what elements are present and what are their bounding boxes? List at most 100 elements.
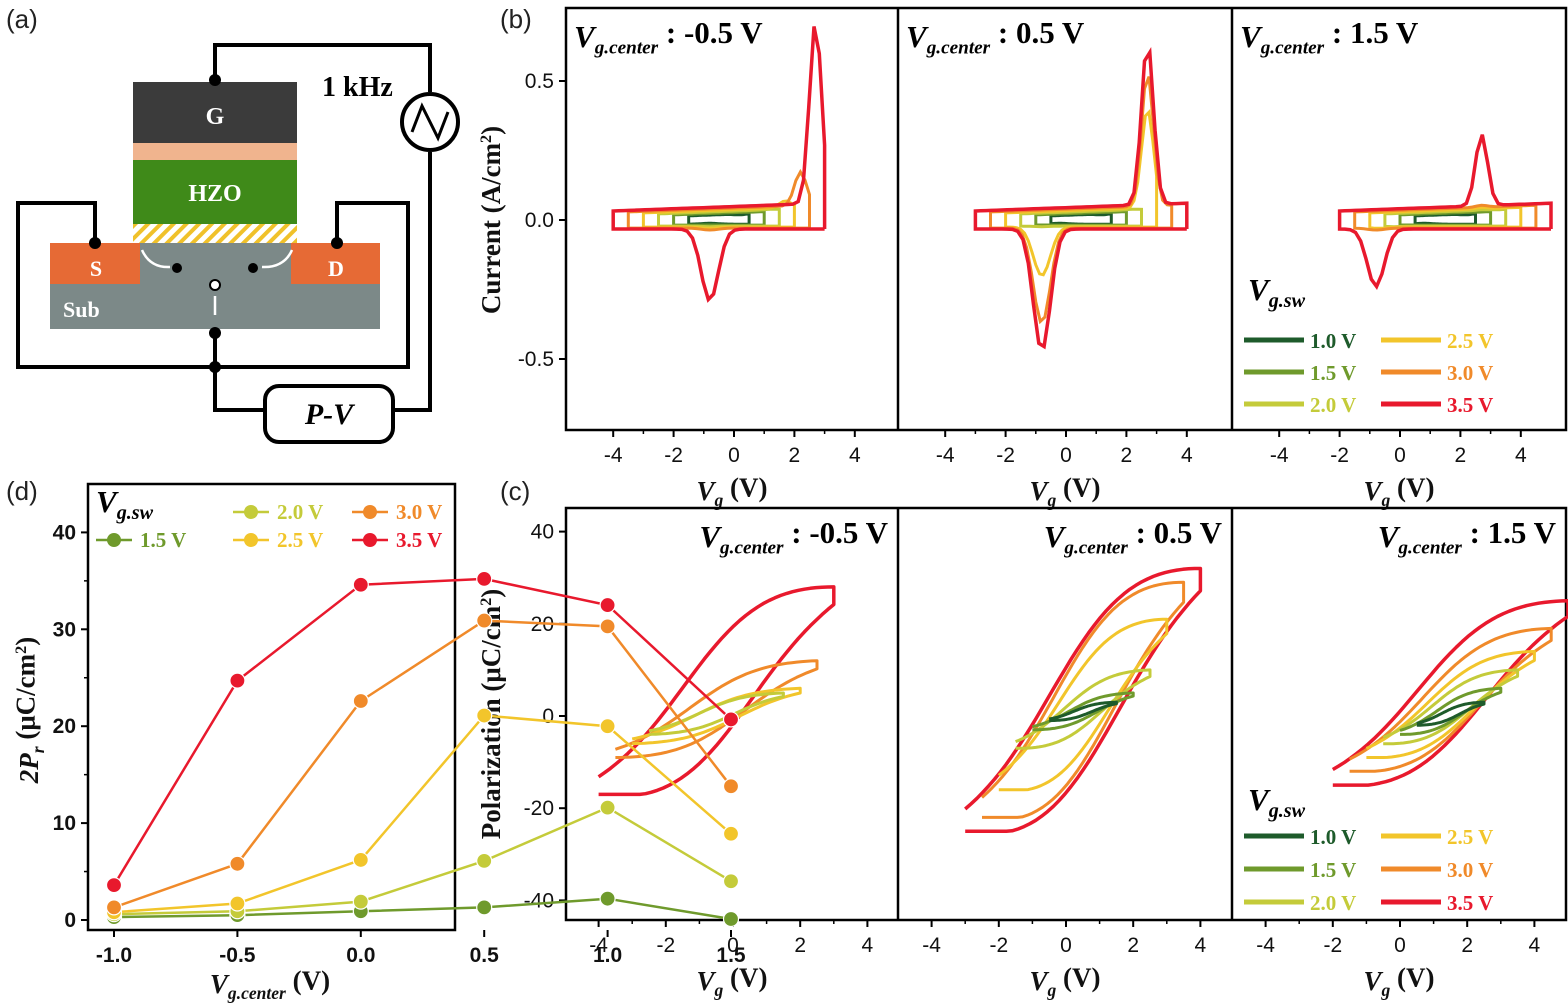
chart-c-x-axis-label: Vg (V): [1363, 963, 1434, 1000]
chart-d-x-tick-label: 0.5: [470, 944, 500, 967]
chart-b-current: -4 -2 0 2 4 Vg (V) -4 -2 0 2 4 Vg (V) -4 -2 0 2 4 Vg (V) 0…: [476, 6, 1568, 510]
chart-b-panel-title: Vg.center : -0.5 V: [574, 15, 763, 59]
chart-d-line-3-0: [113, 619, 732, 909]
chart-b-x-tick-label: 4: [1515, 444, 1527, 467]
chart-b-loop-1-0: [687, 212, 751, 226]
chart-b-y-axis-label: Current (A/cm2): [476, 126, 506, 314]
chart-d-y-tick-label: 20: [53, 715, 76, 738]
wire-gate: [213, 43, 432, 92]
chart-c-x-tick-label: -2: [1323, 934, 1342, 957]
chart-b-x-tick-label: -4: [604, 444, 623, 467]
chart-b-panel-title: Vg.center : 0.5 V: [906, 15, 1085, 59]
source-region: [50, 243, 140, 284]
chart-b-x-axis-label: Vg (V): [1029, 473, 1100, 510]
chart-d-y-tick-label: 40: [53, 521, 76, 544]
chart-d-point-3-0: [722, 778, 740, 795]
chart-b-loop-3-5: [611, 26, 827, 303]
chart-d-x-tick-label: 1.5: [716, 944, 746, 967]
gate-electrode: [133, 82, 297, 143]
chart-c-x-tick-label: 0: [1060, 934, 1072, 957]
chart-d-point-2-5: [476, 707, 493, 724]
chart-d-point-1-5: [476, 899, 493, 916]
chart-c-panel-title: Vg.center : 1.5 V: [1378, 515, 1557, 559]
chart-b-y-tick-label: 0.5: [525, 70, 554, 93]
chart-b-y-tick-label: 0.0: [525, 209, 554, 232]
substrate-node: [209, 327, 221, 339]
chart-c-loop-3-0: [980, 580, 1186, 819]
chart-c-x-tick-label: 0: [727, 934, 739, 957]
interlayer: [133, 143, 297, 160]
chart-c-panel-title: Vg.center : -0.5 V: [699, 515, 888, 559]
chart-d-frame: [86, 482, 457, 932]
chart-d-legend-marker: [244, 505, 258, 519]
chart-c-legend-title: Vg.sw: [1248, 782, 1306, 822]
pv-meter: [263, 384, 395, 444]
chart-b-legend-label: 1.0 V: [1310, 329, 1356, 353]
chart-b-legend-label: 2.0 V: [1310, 393, 1356, 417]
chart-c-loop-2-0: [1015, 668, 1152, 750]
chart-b-x-tick-label: 0: [1060, 444, 1072, 467]
chart-b-legend-label: 2.5 V: [1447, 329, 1493, 353]
gate-node: [209, 74, 221, 86]
electron-arrow: [140, 249, 171, 269]
drain-label: D: [328, 256, 344, 281]
hzo-label: HZO: [188, 181, 241, 207]
electron-dot: [248, 263, 258, 273]
chart-d-legend-label: 2.5 V: [277, 528, 323, 552]
wire-source-meter: [393, 152, 432, 412]
chart-d-y-tick-label: 30: [53, 618, 76, 641]
chart-c-loop-3-5: [597, 585, 836, 797]
chart-b-x-tick-label: -2: [996, 444, 1015, 467]
drain-node: [331, 237, 343, 249]
chart-c-legend-label: 3.0 V: [1447, 858, 1493, 882]
pv-meter-label: P-V: [304, 398, 356, 431]
chart-b-x-tick-label: -4: [936, 444, 955, 467]
chart-d-legend-label: 3.5 V: [396, 528, 442, 552]
chart-d-legend-title: Vg.sw: [96, 484, 154, 524]
chart-c-x-tick-label: 4: [862, 934, 874, 957]
chart-d-point-2-0: [722, 873, 740, 890]
chart-c-loop-1-0: [1416, 700, 1486, 727]
chart-d-point-2-5: [352, 851, 369, 869]
chart-d-point-3-0: [476, 612, 493, 629]
chart-c-x-tick-label: 0: [1394, 934, 1406, 957]
chart-b-loop-3-5: [1337, 134, 1553, 291]
chart-d-legend-marker: [363, 505, 377, 519]
chart-d-x-tick-label: -0.5: [219, 944, 256, 967]
chart-b-x-tick-label: 4: [1181, 444, 1193, 467]
chart-c-legend-label: 1.0 V: [1310, 825, 1356, 849]
chart-c-x-tick-label: -4: [589, 934, 608, 957]
chart-c-loop-2-5: [1365, 650, 1536, 759]
chart-c-y-tick-label: -20: [524, 797, 554, 820]
chart-c-x-tick-label: 4: [1529, 934, 1541, 957]
chart-d-x-axis-label: Vg.center (V): [210, 966, 330, 1003]
chart-c-x-tick-label: 2: [1127, 934, 1139, 957]
hole-dot: [209, 279, 221, 291]
chart-d-line-2-5: [113, 714, 732, 914]
chart-d-point-3-5: [599, 596, 616, 614]
chart-d-point-3-5: [476, 570, 493, 588]
chart-d-point-1-5: [722, 910, 740, 928]
chart-c-y-tick-label: -40: [524, 889, 554, 912]
chart-d-legend-marker: [363, 533, 377, 547]
gate-label: G: [206, 104, 225, 130]
chart-c-y-tick-label: 40: [531, 521, 554, 544]
electron-arrow: [261, 249, 294, 269]
chart-d-legend-marker: [244, 533, 258, 547]
chart-b-legend-label: 1.5 V: [1310, 361, 1356, 385]
chart-c-loop-2-0: [1382, 668, 1520, 746]
chart-b-y-tick-label: -0.5: [518, 348, 554, 371]
chart-d-legend-marker: [107, 533, 121, 547]
common-node: [209, 361, 221, 373]
wire-substrate: [213, 330, 265, 412]
panel-label-b: (b): [500, 4, 532, 34]
chart-c-legend-label: 1.5 V: [1310, 858, 1356, 882]
chart-d-point-3-0: [105, 899, 123, 916]
chart-c-x-tick-label: 4: [1195, 934, 1207, 957]
chart-c-x-tick-label: -2: [989, 934, 1008, 957]
chart-c-x-axis-label: Vg (V): [1029, 963, 1100, 1000]
chart-d-point-2-0: [476, 852, 493, 869]
chart-b-panel-title: Vg.center : 1.5 V: [1240, 15, 1419, 59]
